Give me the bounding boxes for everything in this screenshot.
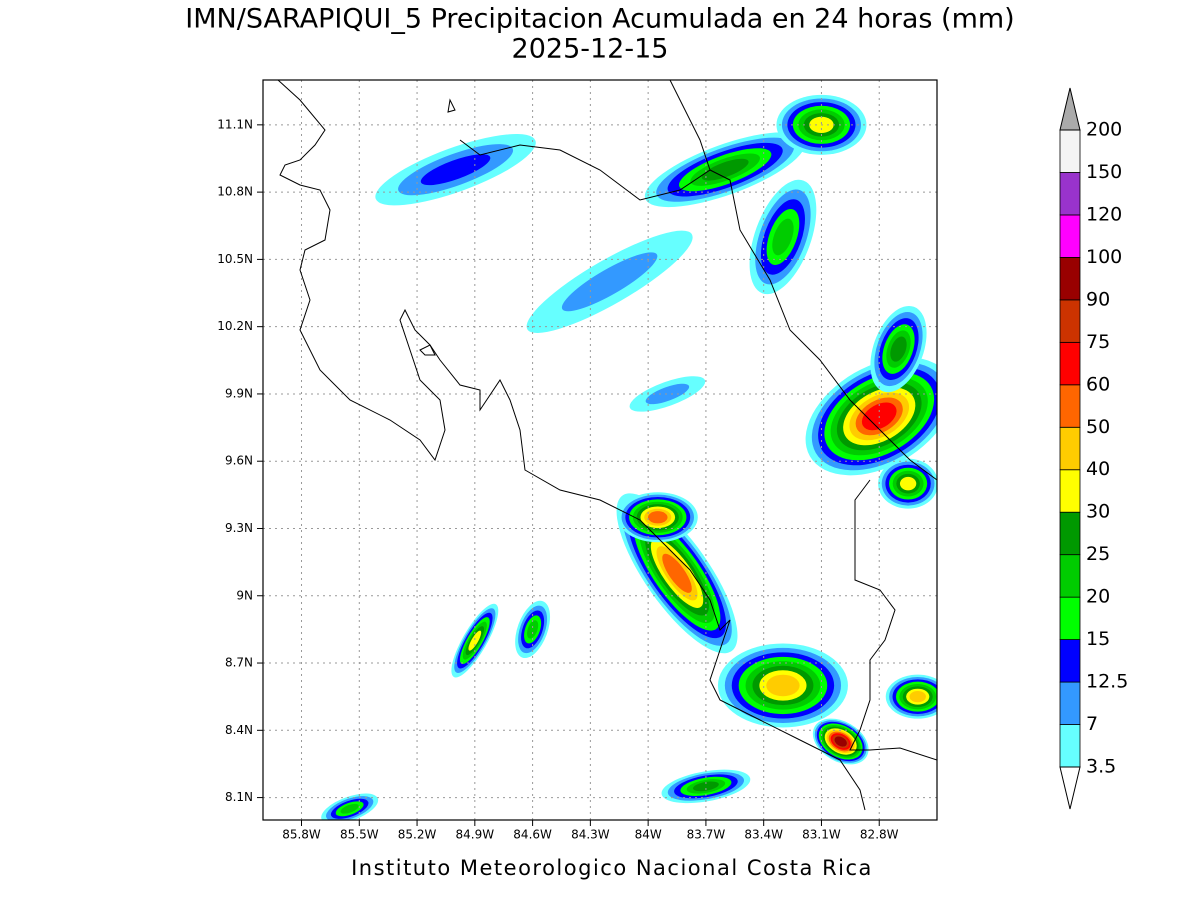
colorbar-label: 3.5	[1086, 756, 1116, 778]
x-tick-label: 82.8W	[860, 828, 899, 842]
colorbar-box	[1059, 299, 1081, 343]
y-tick-label: 9N	[236, 588, 253, 602]
colorbar-label: 25	[1086, 543, 1110, 565]
y-tick-label: 10.5N	[217, 252, 253, 266]
y-tick-label: 10.2N	[217, 319, 253, 333]
colorbar-box	[1059, 724, 1081, 768]
coastline	[277, 80, 937, 811]
precip-contour	[340, 803, 359, 814]
colorbar-label: 12.5	[1086, 671, 1128, 693]
colorbar-under	[1059, 766, 1081, 810]
colorbar-label: 90	[1086, 288, 1110, 310]
footer: Instituto Meteorologico Nacional Costa R…	[351, 856, 873, 880]
y-tick-label: 10.8N	[217, 185, 253, 199]
colorbar-box	[1059, 129, 1081, 173]
colorbar-box	[1059, 426, 1081, 471]
colorbar-box	[1059, 469, 1081, 513]
colorbar-box	[1059, 341, 1081, 386]
precip-contour	[468, 630, 482, 651]
precip-contour	[527, 620, 539, 639]
x-tick-label: 83.7W	[687, 828, 726, 842]
y-tick-label: 8.4N	[225, 723, 253, 737]
colorbar-label: 60	[1086, 373, 1110, 395]
precip-contour	[890, 336, 907, 362]
colorbar-label: 200	[1086, 119, 1122, 141]
colorbar-over	[1059, 87, 1081, 131]
precip-contour	[420, 154, 491, 186]
precip-contour	[909, 691, 926, 703]
y-tick-label: 9.3N	[225, 521, 253, 535]
colorbar-label: 20	[1086, 586, 1110, 608]
precip-contour	[561, 252, 658, 312]
colorbar: 3.5 7 12.5 15 20 25 30 40 50 60 75 90 100 120 150 200	[1059, 87, 1128, 810]
colorbar-box	[1059, 172, 1081, 216]
y-tick-label: 11.1N	[217, 117, 253, 131]
colorbar-label: 15	[1086, 628, 1110, 650]
colorbar-label: 75	[1086, 331, 1110, 353]
colorbar-label: 150	[1086, 161, 1122, 183]
x-tick-label: 84W	[635, 828, 662, 842]
y-tick-label: 8.7N	[225, 656, 253, 670]
colorbar-label: 30	[1086, 501, 1110, 523]
y-tick-label: 9.9N	[225, 386, 253, 400]
colorbar-label: 120	[1086, 203, 1122, 225]
colorbar-box	[1059, 256, 1081, 301]
x-tick-label: 83.1W	[802, 828, 841, 842]
precip-field	[321, 94, 937, 820]
x-tick-label: 85.2W	[398, 828, 437, 842]
precip-contour	[647, 511, 668, 524]
x-tick-label: 85.8W	[282, 828, 321, 842]
precip-contour	[772, 218, 794, 256]
precip-contour	[899, 476, 917, 491]
grid: 85.8W 85.5W 85.2W 84.9W 84.6W 84.3W 84W 83.7W 83…	[217, 80, 937, 842]
y-tick-label: 8.1N	[225, 790, 253, 804]
colorbar-label: 50	[1086, 416, 1110, 438]
map-frame	[262, 79, 938, 821]
colorbar-box	[1059, 681, 1081, 725]
x-tick-label: 84.3W	[571, 828, 610, 842]
x-tick-label: 85.5W	[340, 828, 379, 842]
precip-contour	[692, 781, 719, 792]
precip-contour	[766, 674, 800, 697]
precip-contour	[645, 383, 690, 405]
colorbar-box	[1059, 554, 1081, 598]
x-tick-label: 83.4W	[744, 828, 783, 842]
precip-contour	[701, 158, 749, 181]
colorbar-box	[1059, 214, 1081, 258]
colorbar-box	[1059, 384, 1081, 428]
colorbar-label: 100	[1086, 246, 1122, 268]
y-tick-label: 9.6N	[225, 454, 253, 468]
colorbar-box	[1059, 596, 1081, 641]
precip-contour	[662, 553, 692, 593]
colorbar-box	[1059, 511, 1081, 556]
colorbar-box	[1059, 639, 1081, 683]
subtitle: 2025-12-15	[512, 34, 669, 65]
colorbar-label: 40	[1086, 458, 1110, 480]
precip-contour	[834, 736, 847, 747]
colorbar-label: 7	[1086, 713, 1098, 735]
title: IMN/SARAPIQUI_5 Precipitacion Acumulada …	[185, 4, 1014, 35]
x-tick-label: 84.9W	[456, 828, 495, 842]
x-tick-label: 84.6W	[513, 828, 552, 842]
